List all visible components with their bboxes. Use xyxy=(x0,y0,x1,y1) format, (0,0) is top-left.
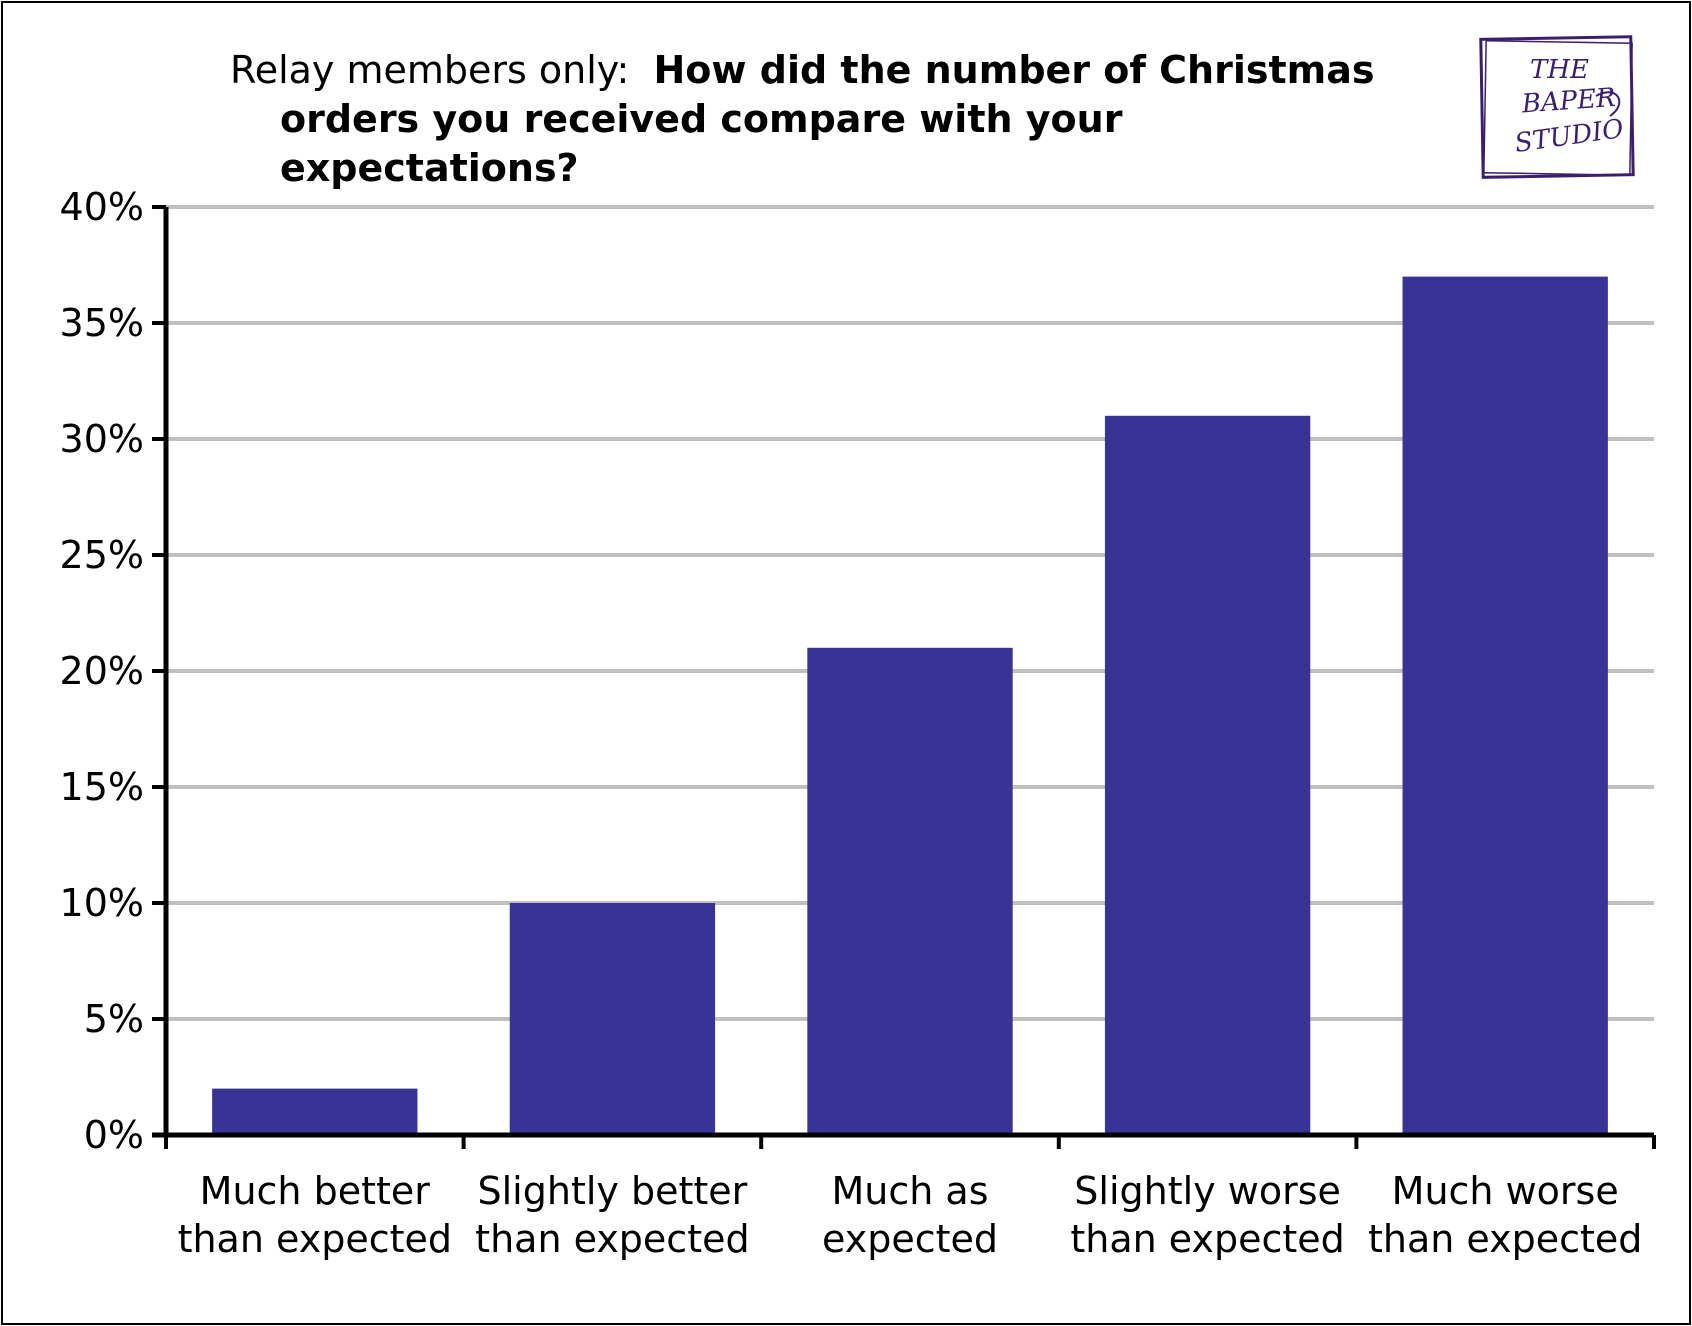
bar xyxy=(212,1088,418,1135)
bar xyxy=(1104,415,1311,1135)
y-tick-label: 30% xyxy=(60,417,144,461)
x-category-label: Much worse than expected xyxy=(1368,1169,1642,1261)
y-tick-label: 25% xyxy=(60,533,144,577)
bar xyxy=(509,903,716,1135)
title-question-line1: How did the number of Christmas xyxy=(653,48,1375,92)
paper-studio-logo: THE BAPER STUDIO xyxy=(1479,35,1635,179)
y-tick-label: 40% xyxy=(60,185,144,229)
y-tick-label: 35% xyxy=(60,301,144,345)
title-question-line2: orders you received compare with your ex… xyxy=(280,97,1123,190)
y-axis-ticks: 0% 5% 10% 15% 20% 25% 30% 35% 40% xyxy=(60,185,166,1157)
bar xyxy=(807,647,1013,1135)
x-category-label: Slightly better than expected xyxy=(475,1169,749,1261)
bar xyxy=(1402,276,1608,1136)
y-tick-label: 15% xyxy=(60,765,144,809)
title-prefix: Relay members only: xyxy=(230,48,630,92)
x-category-label: Much better than expected xyxy=(178,1169,452,1261)
logo-text-line-2: BAPER xyxy=(1520,83,1617,120)
y-tick-label: 20% xyxy=(60,649,144,693)
bars xyxy=(212,276,1608,1136)
x-category-label: Slightly worse than expected xyxy=(1070,1169,1344,1261)
y-tick-label: 10% xyxy=(60,881,144,925)
logo-text-line-1: THE xyxy=(1530,55,1589,85)
x-category-label: Much as expected xyxy=(822,1169,998,1261)
y-tick-label: 5% xyxy=(84,997,144,1041)
y-tick-label: 0% xyxy=(84,1113,144,1157)
chart-title: Relay members only: How did the number o… xyxy=(230,46,1430,193)
